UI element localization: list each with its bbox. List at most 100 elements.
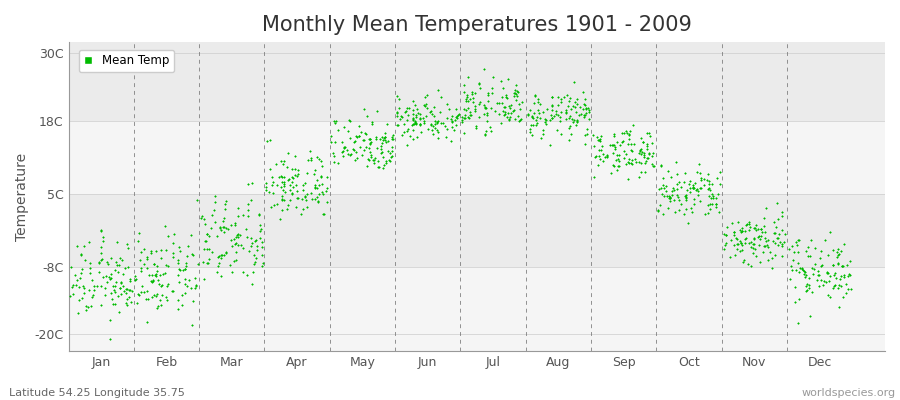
Point: [577, 101, 591, 108]
Point: [546, 113, 561, 120]
Point: [511, 113, 526, 119]
Point: [207, 207, 221, 213]
Point: [425, 111, 439, 118]
Point: [559, 116, 573, 122]
Point: [122, 294, 137, 300]
Point: [399, 108, 413, 115]
Point: [425, 127, 439, 134]
Point: [800, 287, 814, 293]
Point: [791, 248, 806, 255]
Point: [243, 243, 257, 249]
Point: [76, 243, 91, 250]
Point: [74, 252, 88, 258]
Point: [544, 103, 559, 109]
Point: [205, 249, 220, 256]
Point: [249, 254, 264, 261]
Point: [813, 255, 827, 262]
Point: [296, 186, 310, 193]
Point: [327, 159, 341, 165]
Point: [626, 122, 641, 128]
Point: [757, 242, 771, 249]
Point: [320, 174, 334, 180]
Point: [753, 236, 768, 242]
Point: [288, 152, 302, 159]
Point: [511, 118, 526, 124]
Point: [241, 201, 256, 208]
Point: [428, 121, 442, 127]
Point: [449, 114, 464, 121]
Point: [689, 187, 704, 194]
Point: [92, 268, 106, 275]
Point: [74, 251, 88, 257]
Point: [612, 152, 626, 158]
Point: [380, 121, 394, 127]
Point: [644, 153, 659, 159]
Point: [390, 112, 404, 119]
Point: [458, 115, 473, 122]
Point: [498, 104, 512, 110]
Point: [250, 242, 265, 249]
Point: [230, 242, 245, 248]
Point: [285, 174, 300, 180]
Point: [752, 242, 766, 248]
Point: [570, 96, 584, 103]
Point: [684, 205, 698, 211]
Point: [100, 278, 114, 285]
Point: [609, 152, 624, 158]
Point: [364, 154, 378, 160]
Point: [562, 125, 576, 132]
Point: [181, 242, 195, 249]
Point: [315, 181, 329, 188]
Point: [99, 273, 113, 280]
Point: [479, 105, 493, 111]
Point: [806, 289, 820, 295]
Point: [482, 90, 496, 96]
Point: [212, 252, 226, 259]
Point: [606, 162, 620, 168]
Point: [616, 138, 630, 144]
Point: [119, 286, 133, 292]
Point: [274, 174, 289, 181]
Point: [432, 109, 446, 115]
Point: [371, 158, 385, 164]
Point: [148, 272, 163, 279]
Point: [837, 272, 851, 278]
Point: [600, 152, 615, 158]
Point: [757, 223, 771, 229]
Point: [104, 271, 118, 278]
Point: [808, 245, 823, 251]
Point: [81, 303, 95, 310]
Point: [171, 279, 185, 285]
Point: [576, 106, 590, 112]
Point: [202, 256, 216, 263]
Point: [746, 240, 760, 247]
Point: [635, 139, 650, 145]
Point: [617, 129, 632, 136]
Point: [791, 260, 806, 266]
Point: [324, 133, 338, 139]
Point: [83, 265, 97, 272]
Point: [619, 150, 634, 157]
Point: [134, 267, 148, 274]
Point: [800, 280, 814, 287]
Point: [832, 246, 846, 252]
Point: [147, 261, 161, 267]
Point: [661, 205, 675, 212]
Point: [472, 101, 486, 108]
Point: [190, 196, 204, 203]
Point: [225, 243, 239, 250]
Point: [577, 112, 591, 118]
Point: [382, 157, 396, 163]
Point: [789, 241, 804, 248]
Point: [416, 115, 430, 121]
Point: [429, 118, 444, 125]
Point: [640, 155, 654, 161]
Point: [336, 148, 350, 155]
Point: [567, 79, 581, 85]
Point: [743, 263, 758, 269]
Point: [248, 252, 262, 258]
Point: [792, 236, 806, 243]
Point: [594, 147, 608, 153]
Point: [204, 225, 219, 232]
Point: [596, 158, 610, 164]
